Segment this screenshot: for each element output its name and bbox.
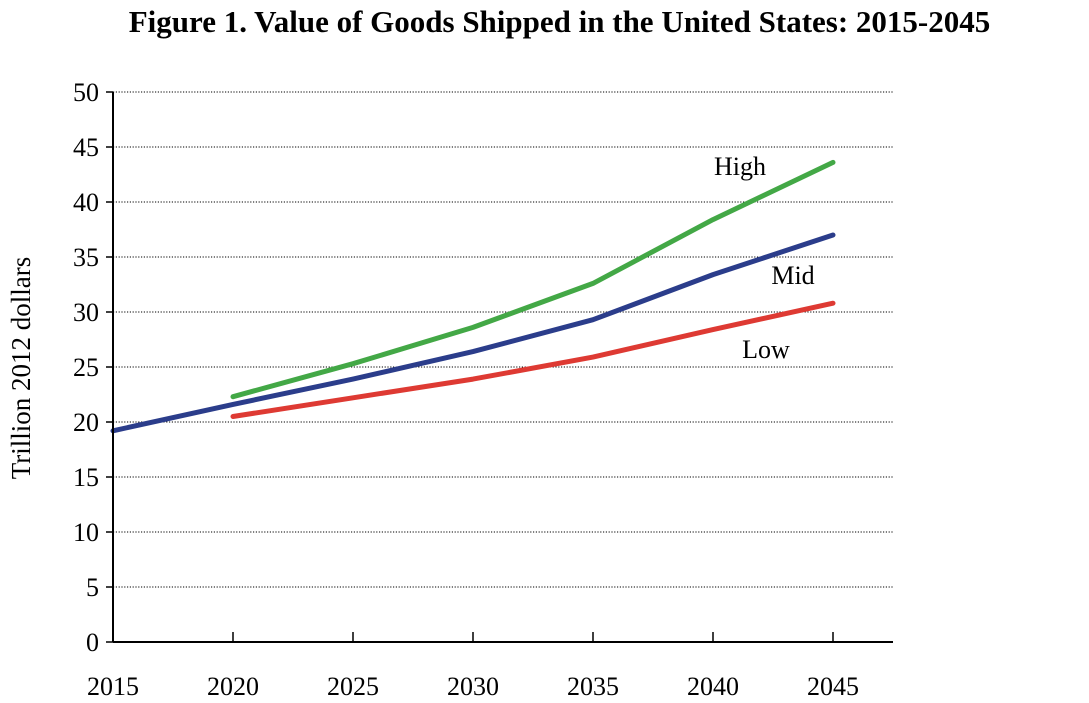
x-tick-label-2020: 2020: [207, 672, 259, 701]
series-label-high: High: [714, 152, 766, 181]
y-axis-ticks: 0 5 10 15 20 25 30 35 40 45 50: [73, 78, 113, 657]
series-line-high: [230, 159, 836, 400]
y-tick-label-40: 40: [73, 188, 99, 217]
y-tick-label-45: 45: [73, 133, 99, 162]
y-tick-label-50: 50: [73, 78, 99, 107]
series-labels: High Mid Low: [714, 152, 815, 364]
y-tick-label-20: 20: [73, 408, 99, 437]
y-tick-label-5: 5: [86, 573, 99, 602]
chart-title: Figure 1. Value of Goods Shipped in the …: [128, 4, 991, 39]
series-lines: [110, 159, 836, 434]
x-tick-label-2015: 2015: [87, 672, 139, 701]
y-tick-label-10: 10: [73, 518, 99, 547]
y-tick-label-35: 35: [73, 243, 99, 272]
series-line-low: [230, 300, 836, 419]
x-tick-label-2040: 2040: [687, 672, 739, 701]
series-line-mid: [110, 232, 836, 434]
series-label-low: Low: [742, 335, 790, 364]
series-label-mid: Mid: [771, 261, 814, 290]
y-tick-label-30: 30: [73, 298, 99, 327]
x-tick-label-2045: 2045: [807, 672, 859, 701]
x-tick-label-2035: 2035: [567, 672, 619, 701]
x-axis-ticks: 2015 2020 2025 2030 2035 2040 2045: [87, 632, 859, 701]
x-tick-label-2025: 2025: [327, 672, 379, 701]
y-tick-label-15: 15: [73, 463, 99, 492]
y-tick-label-25: 25: [73, 353, 99, 382]
x-tick-label-2030: 2030: [447, 672, 499, 701]
y-tick-label-0: 0: [86, 628, 99, 657]
y-axis-label: Trillion 2012 dollars: [6, 257, 36, 480]
